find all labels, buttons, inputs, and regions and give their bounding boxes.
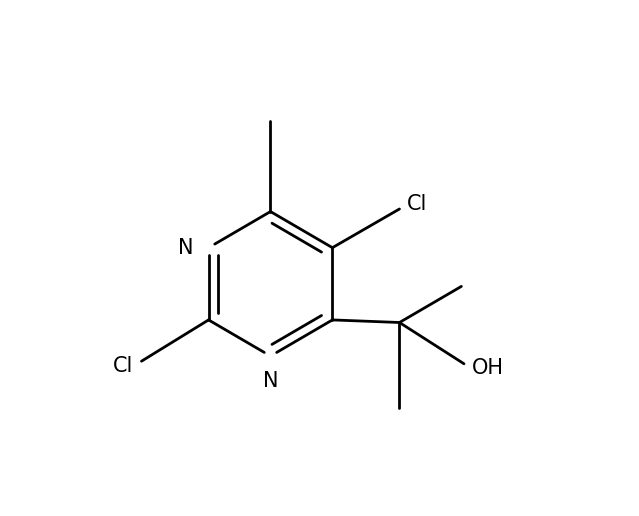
- Text: OH: OH: [472, 358, 504, 378]
- Text: N: N: [178, 238, 193, 257]
- Text: N: N: [263, 371, 278, 391]
- Text: Cl: Cl: [113, 357, 134, 376]
- Text: Cl: Cl: [407, 194, 427, 214]
